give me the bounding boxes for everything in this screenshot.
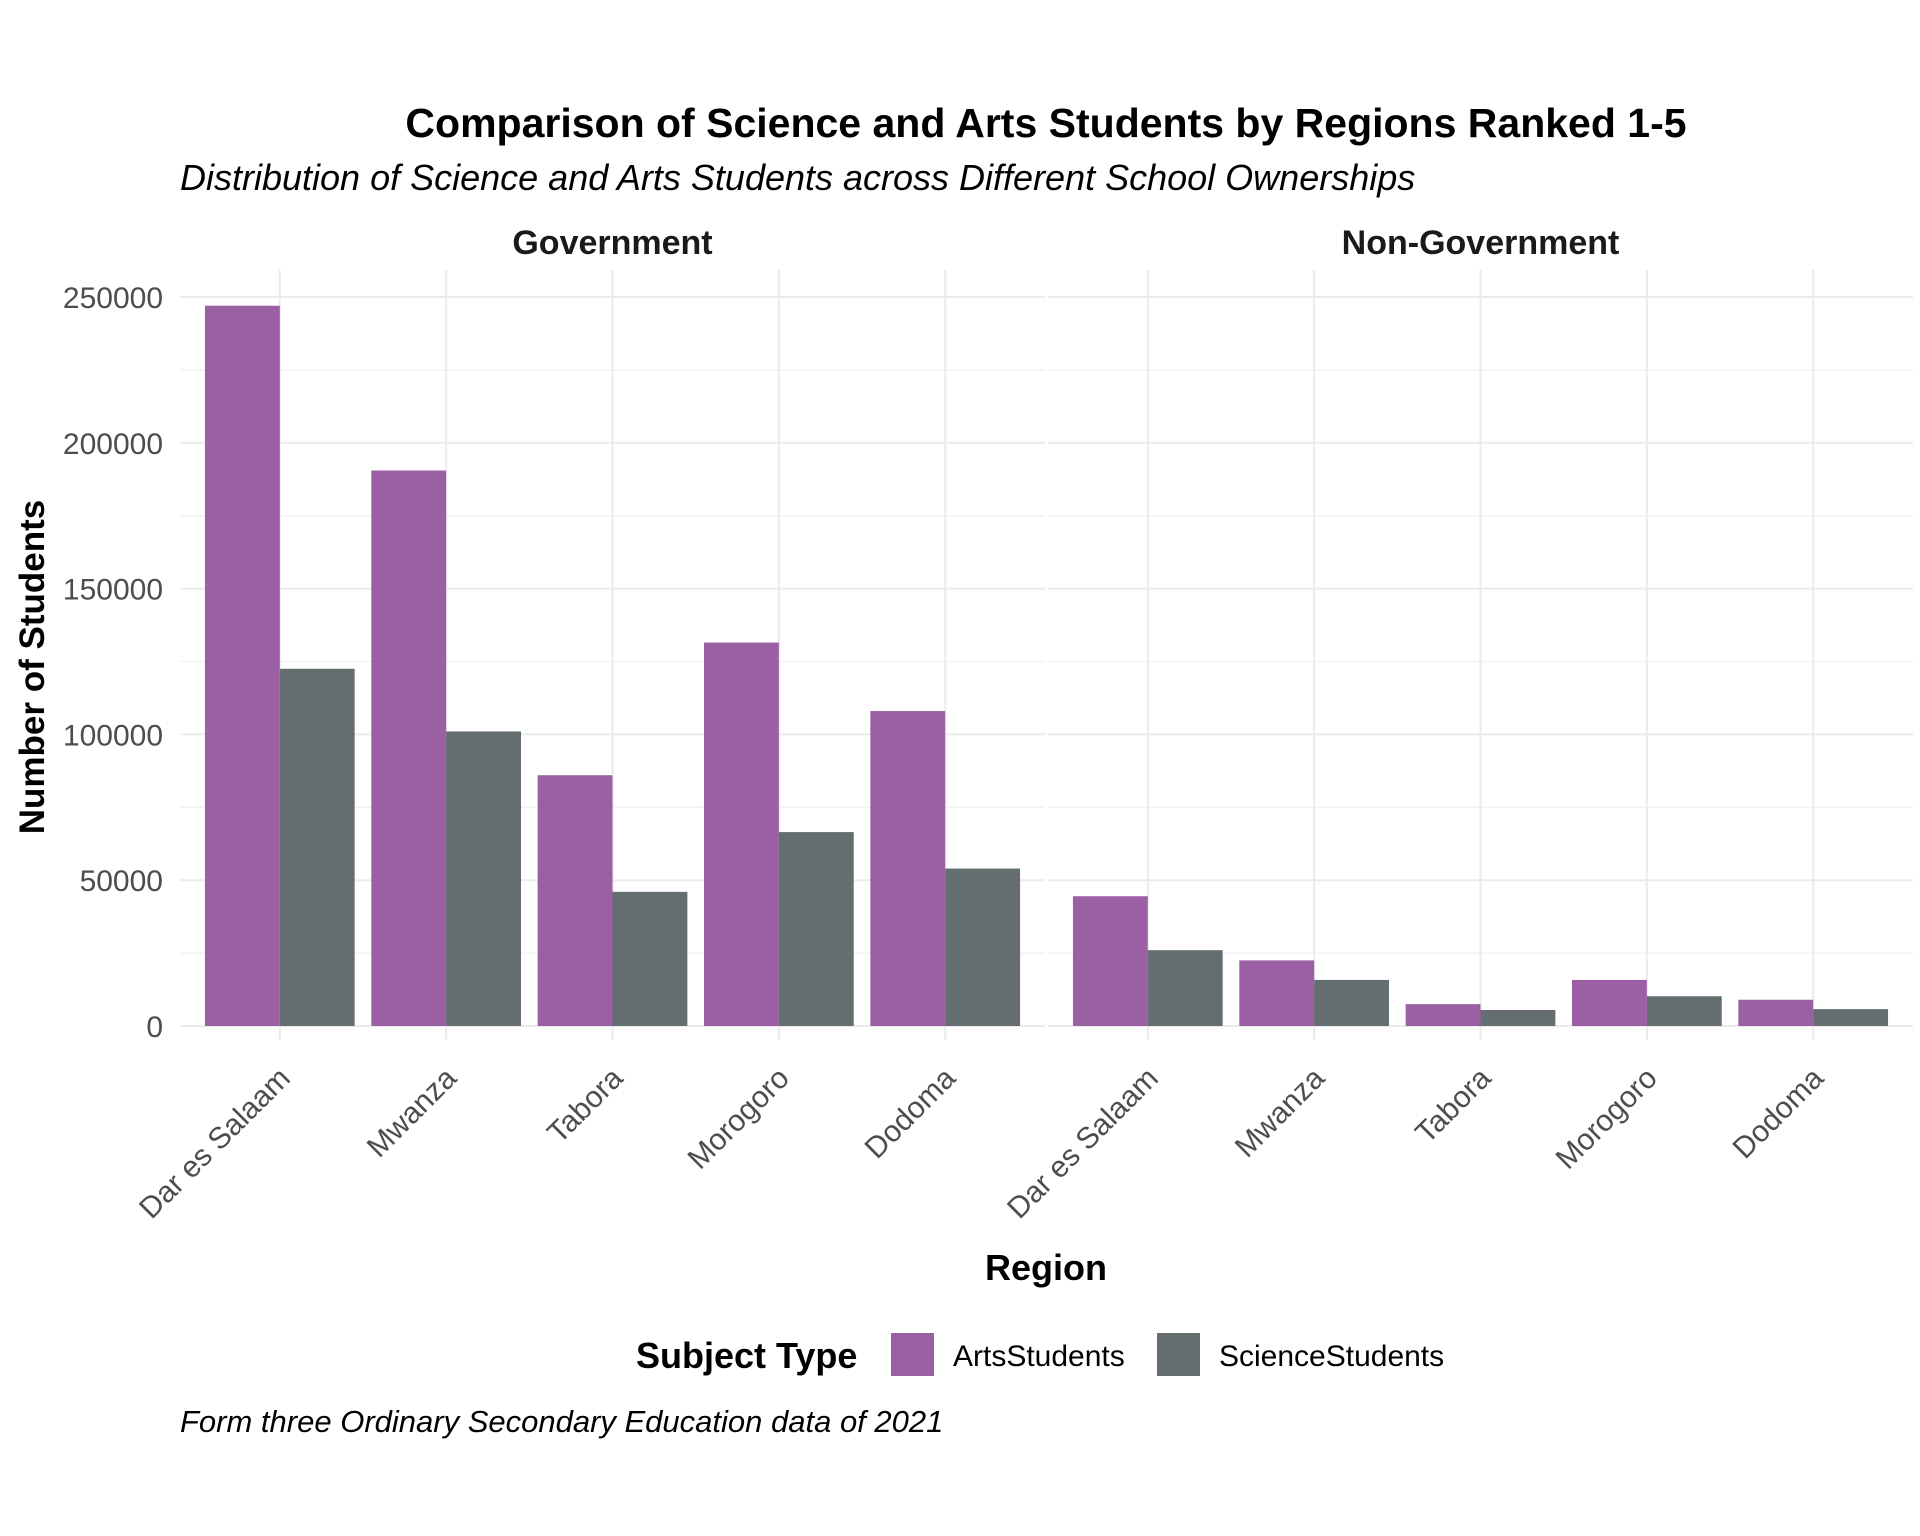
bar-artsstudents-dar-es-salaam	[1072, 896, 1148, 1026]
bar-artsstudents-tabora	[537, 775, 613, 1026]
bar-sciencestudents-dar-es-salaam	[1147, 950, 1223, 1026]
x-tick-label: Dodoma	[1727, 1061, 1831, 1165]
legend-key-sciencestudents	[1157, 1333, 1200, 1376]
bar-sciencestudents-tabora	[612, 891, 688, 1026]
bar-sciencestudents-dodoma	[945, 868, 1021, 1026]
bar-sciencestudents-dodoma	[1813, 1009, 1889, 1026]
y-tick-label: 200000	[63, 428, 163, 461]
y-tick-label: 250000	[63, 282, 163, 315]
x-axis-title: Region	[985, 1247, 1107, 1288]
bar-artsstudents-dodoma	[870, 711, 946, 1026]
bar-sciencestudents-morogoro	[778, 832, 854, 1026]
legend-label-sciencestudents: ScienceStudents	[1219, 1340, 1444, 1373]
bar-sciencestudents-dar-es-salaam	[279, 668, 355, 1026]
bar-artsstudents-dar-es-salaam	[204, 305, 280, 1026]
x-tick-label: Dodoma	[859, 1061, 963, 1165]
chart-subtitle: Distribution of Science and Arts Student…	[180, 157, 1415, 198]
facet-panel-government: Government Dar es Salaam Mwanza Tabora Morog…	[63, 224, 1045, 1225]
facet-panels: Government Dar es Salaam Mwanza Tabora Morog…	[63, 224, 1913, 1225]
legend-label-artsstudents: ArtsStudents	[953, 1340, 1125, 1373]
bar-artsstudents-tabora	[1405, 1004, 1481, 1026]
bar-artsstudents-mwanza	[1239, 960, 1315, 1026]
chart-title: Comparison of Science and Arts Students …	[405, 100, 1686, 146]
bar-artsstudents-morogoro	[1571, 979, 1647, 1026]
y-tick-label: 100000	[63, 719, 163, 752]
x-tick-label: Tabora	[541, 1061, 629, 1149]
x-tick-label: Dar es Salaam	[133, 1062, 297, 1226]
y-tick-label: 150000	[63, 574, 163, 607]
bar-artsstudents-morogoro	[703, 642, 779, 1026]
y-tick-label: 50000	[80, 865, 163, 898]
facet-strip-label: Government	[512, 224, 712, 262]
bar-sciencestudents-morogoro	[1646, 996, 1722, 1026]
legend: Subject Type ArtsStudents ScienceStudents	[636, 1333, 1444, 1376]
x-tick-label: Mwanza	[1229, 1061, 1332, 1164]
x-tick-label: Dar es Salaam	[1001, 1062, 1165, 1226]
facet-panel-non-government: Non-Government Dar es Salaam Mwanza Tabora M…	[1001, 224, 1913, 1225]
x-tick-label: Tabora	[1409, 1061, 1497, 1149]
x-tick-label: Morogoro	[682, 1062, 796, 1176]
bar-artsstudents-mwanza	[371, 470, 447, 1026]
bar-sciencestudents-mwanza	[446, 731, 522, 1026]
x-tick-label: Morogoro	[1550, 1062, 1664, 1176]
chart-caption: Form three Ordinary Secondary Education …	[180, 1404, 943, 1439]
bar-sciencestudents-tabora	[1480, 1009, 1556, 1026]
x-tick-label: Mwanza	[361, 1061, 464, 1164]
facet-strip-label: Non-Government	[1342, 224, 1620, 262]
legend-title: Subject Type	[636, 1335, 857, 1376]
bar-sciencestudents-mwanza	[1314, 979, 1390, 1026]
y-tick-label: 0	[146, 1011, 163, 1044]
y-axis-title: Number of Students	[13, 500, 52, 834]
bar-artsstudents-dodoma	[1738, 999, 1814, 1026]
legend-key-artsstudents	[891, 1333, 934, 1376]
